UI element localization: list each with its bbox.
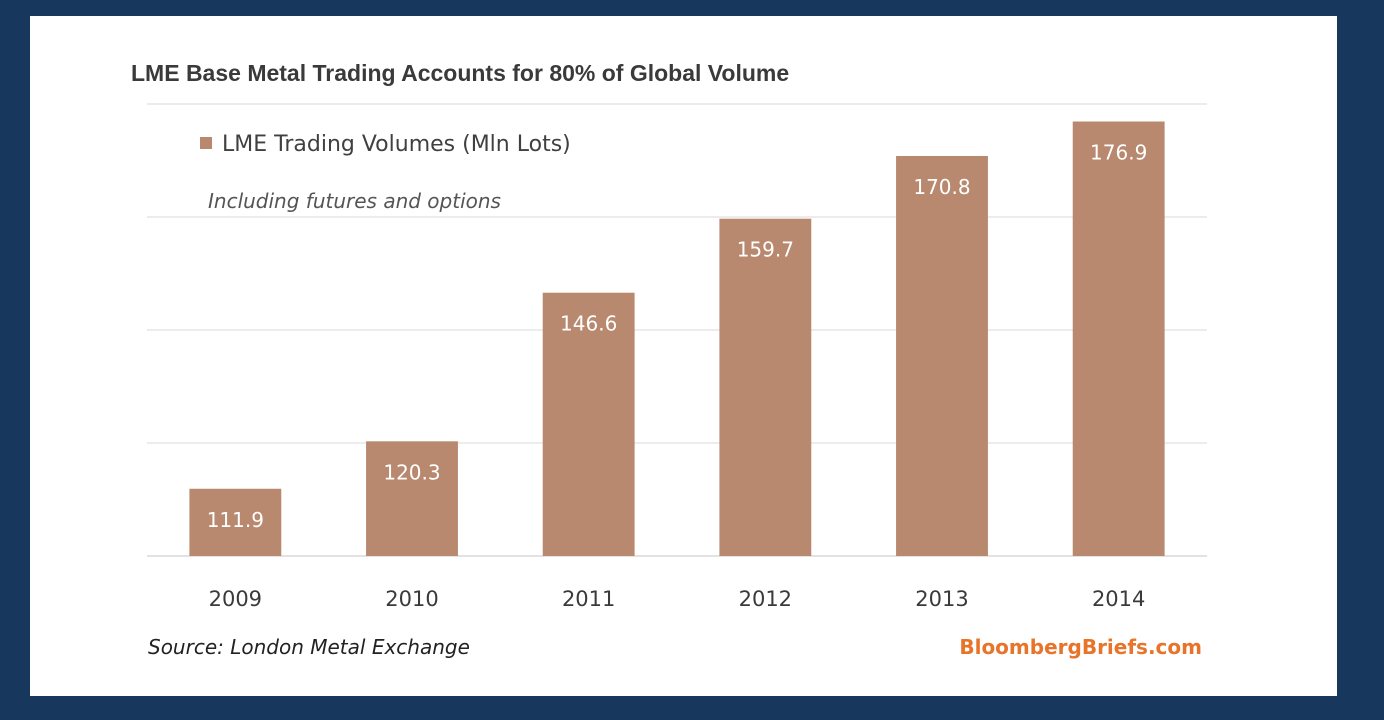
- data-label-2010: 120.3: [383, 460, 440, 484]
- legend: LME Trading Volumes (Mln Lots): [200, 132, 571, 157]
- x-tick-2014: 2014: [1092, 587, 1145, 611]
- bar-2012: [719, 218, 812, 556]
- data-label-2009: 111.9: [207, 508, 264, 532]
- bar-2014: [1072, 121, 1165, 556]
- data-labels: 111.9 120.3 146.6 159.7 170.8 176.9: [207, 141, 1148, 532]
- legend-swatch: [200, 137, 212, 149]
- x-tick-2012: 2012: [739, 587, 792, 611]
- data-label-2012: 159.7: [737, 238, 794, 262]
- legend-label: LME Trading Volumes (Mln Lots): [222, 132, 571, 157]
- x-tick-2009: 2009: [209, 587, 262, 611]
- x-tick-2011: 2011: [562, 587, 615, 611]
- x-tick-labels: 2009 2010 2011 2012 2013 2014: [209, 587, 1146, 611]
- data-label-2013: 170.8: [913, 175, 970, 199]
- data-label-2014: 176.9: [1090, 141, 1147, 165]
- chart-title: LME Base Metal Trading Accounts for 80% …: [131, 60, 790, 86]
- bar-2013: [896, 155, 988, 557]
- data-label-2011: 146.6: [560, 312, 617, 336]
- gridlines: [147, 103, 1207, 557]
- brand-link[interactable]: BloombergBriefs.com: [959, 635, 1202, 659]
- bar-2011: [542, 292, 635, 556]
- bars: [189, 121, 1165, 557]
- bar-2009: [189, 488, 282, 556]
- bar-2010: [366, 441, 458, 556]
- x-tick-2010: 2010: [385, 587, 438, 611]
- source-note: Source: London Metal Exchange: [148, 635, 470, 659]
- chart-panel: LME Base Metal Trading Accounts for 80% …: [30, 16, 1337, 696]
- chart-subtitle: Including futures and options: [208, 189, 501, 213]
- x-tick-2013: 2013: [915, 587, 968, 611]
